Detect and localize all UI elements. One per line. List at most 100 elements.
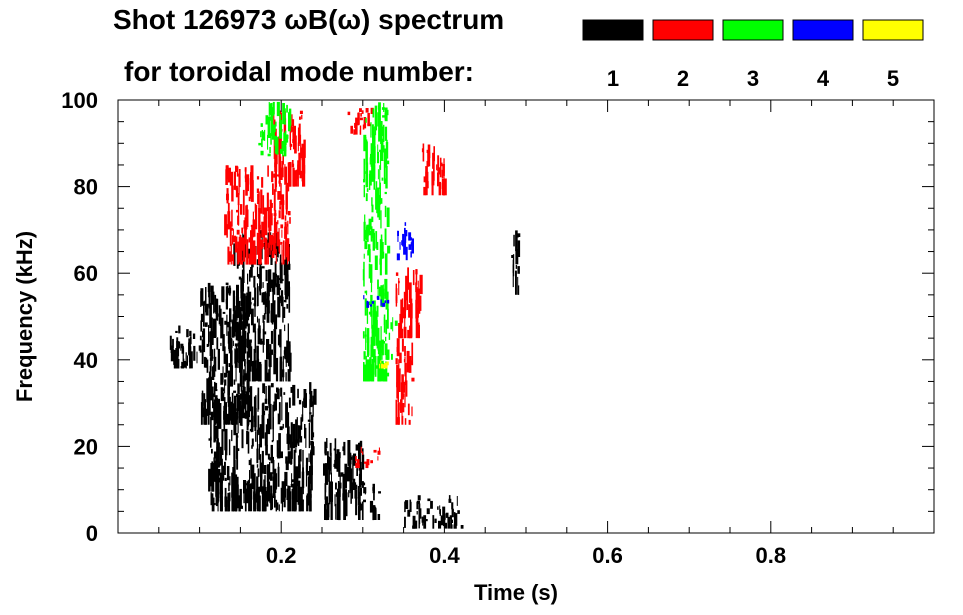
spectrum-streak (366, 364, 370, 382)
spectrum-streak (277, 413, 281, 425)
spectrum-streak (260, 131, 262, 138)
spectrum-streak (265, 238, 268, 265)
spectrum-streak (279, 254, 282, 270)
spectrum-streak (272, 272, 276, 288)
spectrum-streak (258, 429, 261, 436)
spectrum-streak (303, 155, 306, 174)
spectrum-streak (235, 165, 238, 172)
spectrum-streak (382, 288, 385, 305)
spectrum-streak (265, 115, 269, 125)
spectrum-streak (200, 288, 204, 306)
spectrum-streak (261, 266, 265, 269)
spectrum-streak (335, 482, 337, 490)
spectrum-streak (275, 160, 277, 186)
spectrum-streak (257, 316, 258, 323)
spectrum-streak (215, 496, 219, 504)
spectrum-streak (225, 362, 228, 378)
spectrum-streak (404, 356, 406, 377)
spectrum-streak (221, 286, 225, 301)
spectrum-streak (384, 278, 388, 299)
legend-label-mode-5: 5 (887, 66, 899, 91)
spectrum-streak (213, 451, 217, 459)
spectrum-streak (280, 387, 283, 397)
spectrum-streak (411, 342, 414, 366)
spectrum-streak (228, 334, 231, 349)
spectrum-streak (404, 346, 406, 357)
spectrum-streak (233, 489, 237, 512)
spectrum-streak (279, 239, 281, 254)
spectrum-streak (234, 349, 238, 368)
spectrum-streak (275, 121, 277, 127)
spectrum-streak (230, 338, 233, 362)
spectrum-streak (380, 138, 384, 161)
spectrum-streak (382, 302, 386, 307)
spectrum-streak (348, 490, 350, 498)
spectrum-streak (401, 298, 404, 323)
spectrum-streak (215, 398, 219, 417)
spectrum-streak (408, 244, 412, 250)
spectrum-streak (415, 520, 418, 529)
spectrum-streak (269, 493, 273, 504)
spectrum-streak (298, 399, 302, 405)
spectrum-streak (371, 228, 375, 238)
spectrum-streak (281, 167, 284, 178)
spectrum-streak (291, 119, 295, 127)
spectrum-streak (285, 185, 288, 210)
spectrum-streak (391, 353, 393, 360)
spectrum-streak (363, 117, 367, 129)
spectrum-streak (180, 343, 182, 351)
spectrum-streak (253, 223, 256, 235)
y-tick-label: 20 (74, 434, 98, 459)
spectrum-streak (232, 479, 235, 494)
spectrum-streak (246, 483, 250, 486)
spectrum-streak (370, 364, 373, 373)
spectrum-streak (377, 169, 379, 180)
spectrum-streak (277, 296, 280, 318)
spectrum-region-mode-2 (395, 267, 423, 339)
spectrum-streak (245, 312, 249, 327)
spectrum-streak (250, 458, 252, 479)
spectrum-streak (204, 300, 206, 306)
spectrum-streak (382, 115, 386, 118)
spectrum-streak (359, 441, 361, 465)
spectrum-streak (258, 318, 260, 333)
spectrum-streak (236, 394, 240, 411)
spectrum-streak (217, 438, 219, 444)
spectrum-streak (267, 153, 271, 157)
spectrum-streak (285, 460, 289, 471)
spectrum-streak (285, 372, 287, 382)
spectrum-streak (381, 177, 384, 181)
spectrum-streak (246, 292, 250, 312)
spectrum-streak (210, 285, 214, 305)
spectrum-streak (404, 230, 408, 237)
spectrum-streak (291, 473, 293, 488)
spectrum-streak (407, 403, 410, 416)
spectrum-streak (224, 379, 227, 386)
spectrum-streak (309, 412, 312, 415)
spectrum-streak (436, 164, 438, 171)
spectrum-streak (235, 344, 238, 352)
spectrum-streak (257, 364, 261, 382)
spectrum-streak (415, 287, 418, 305)
spectrum-streak (284, 479, 286, 498)
spectrum-streak (365, 171, 367, 174)
spectrum-streak (290, 484, 294, 488)
spectrum-streak (219, 446, 223, 466)
spectrum-streak (380, 210, 382, 229)
spectrum-streak (282, 278, 284, 281)
spectrum-streak (361, 110, 364, 114)
spectrum-streak (517, 285, 520, 295)
spectrum-streak (437, 506, 439, 510)
spectrum-streak (212, 366, 215, 380)
spectrum-streak (237, 193, 240, 206)
spectrum-streak (239, 312, 241, 326)
spectrum-streak (211, 331, 214, 345)
spectrum-streak (287, 220, 289, 235)
spectrum-streak (432, 515, 435, 529)
spectrum-streak (274, 261, 277, 286)
spectrum-streak (379, 258, 382, 265)
spectrum-streak (370, 122, 372, 138)
spectrum-streak (384, 253, 388, 275)
spectrum-streak (238, 276, 242, 280)
spectrum-streak (260, 189, 263, 214)
